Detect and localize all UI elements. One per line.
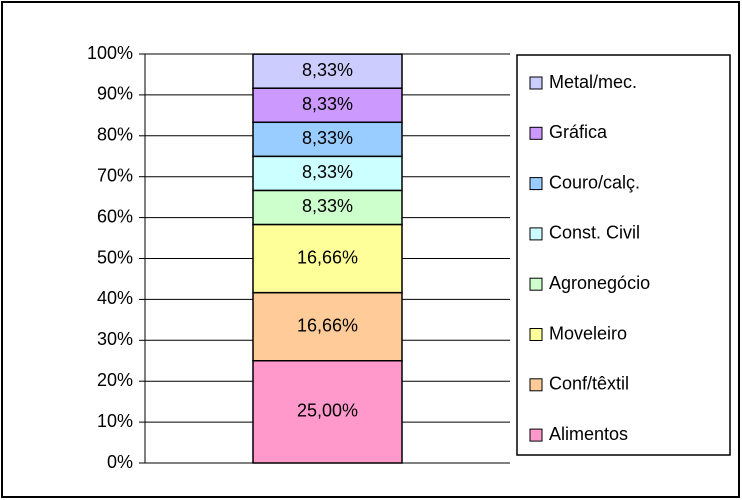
data-label: 25,00% [297, 401, 358, 421]
legend-label: Conf/têxtil [549, 374, 629, 394]
data-label: 8,33% [302, 128, 353, 148]
data-label: 8,33% [302, 94, 353, 114]
y-tick-label: 40% [97, 288, 133, 308]
legend-swatch [529, 177, 543, 191]
y-tick-label: 60% [97, 206, 133, 226]
y-tick-label: 90% [97, 84, 133, 104]
legend-label: Couro/calç. [549, 172, 640, 192]
y-tick-label: 70% [97, 165, 133, 185]
data-label: 8,33% [302, 60, 353, 80]
legend-swatch [529, 378, 543, 392]
y-tick-label: 80% [97, 125, 133, 145]
data-label: 16,66% [297, 247, 358, 267]
legend-label: Agronegócio [549, 273, 650, 293]
legend-label: Const. Civil [549, 223, 640, 243]
legend-swatch [529, 428, 543, 442]
legend-swatch [529, 227, 543, 241]
legend-box [516, 54, 731, 456]
y-tick-label: 30% [97, 329, 133, 349]
legend-label: Alimentos [549, 424, 628, 444]
bar-segment [252, 155, 403, 192]
bar-segment [252, 121, 403, 158]
legend-label: Metal/mec. [549, 72, 637, 92]
y-tick-label: 50% [97, 247, 133, 267]
legend-swatch [529, 277, 543, 291]
bar-segment [252, 87, 403, 124]
bar-segment [252, 53, 403, 89]
legend-swatch [529, 126, 543, 140]
legend-label: Moveleiro [549, 323, 627, 343]
bar-segment [252, 291, 403, 362]
data-label: 8,33% [302, 196, 353, 216]
legend-swatch [529, 76, 543, 90]
y-tick-label: 10% [97, 411, 133, 431]
legend-swatch [529, 328, 543, 341]
bar-segment [252, 360, 403, 464]
bar-segment [252, 189, 403, 226]
data-label: 16,66% [297, 315, 358, 335]
data-label: 8,33% [302, 162, 353, 182]
bar-segment [252, 223, 403, 294]
y-tick-label: 20% [97, 370, 133, 390]
legend-label: Gráfica [549, 122, 608, 142]
y-tick-label: 0% [107, 452, 133, 472]
y-tick-label: 100% [87, 43, 133, 63]
